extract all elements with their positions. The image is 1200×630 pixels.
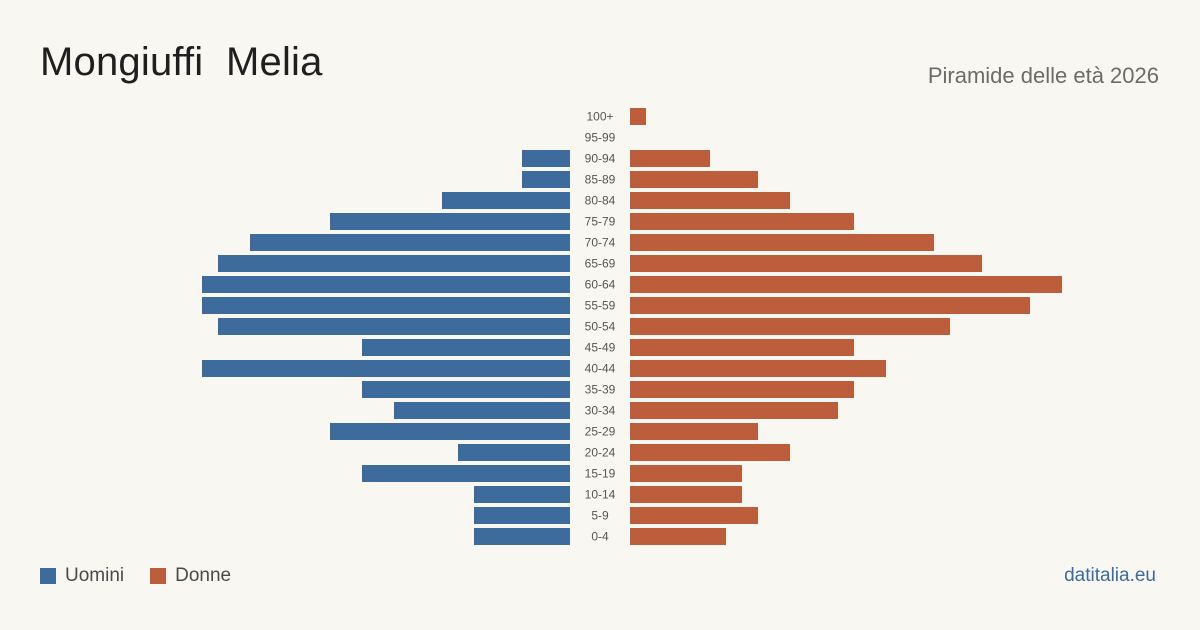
age-label-50-54: 50-54	[585, 320, 616, 334]
age-label-65-69: 65-69	[585, 257, 616, 271]
bar-women-60-64	[630, 276, 1062, 293]
age-label-15-19: 15-19	[585, 467, 616, 481]
bar-women-15-19	[630, 465, 742, 482]
age-label-25-29: 25-29	[585, 425, 616, 439]
age-label-10-14: 10-14	[585, 488, 616, 502]
age-label-5-9: 5-9	[591, 509, 609, 523]
bar-women-10-14	[630, 486, 742, 503]
legend-label-women: Donne	[175, 565, 232, 586]
age-label-75-79: 75-79	[585, 215, 616, 229]
bar-men-20-24	[458, 444, 570, 461]
bar-men-25-29	[330, 423, 570, 440]
bar-men-90-94	[522, 150, 570, 167]
bar-women-20-24	[630, 444, 790, 461]
age-label-95-99: 95-99	[585, 131, 616, 145]
bar-women-45-49	[630, 339, 854, 356]
bar-men-45-49	[362, 339, 570, 356]
bar-men-85-89	[522, 171, 570, 188]
bar-women-50-54	[630, 318, 950, 335]
bar-men-80-84	[442, 192, 570, 209]
bar-men-10-14	[474, 486, 570, 503]
age-label-85-89: 85-89	[585, 173, 616, 187]
bar-women-100plus	[630, 108, 646, 125]
bar-women-40-44	[630, 360, 886, 377]
bar-women-70-74	[630, 234, 934, 251]
age-label-20-24: 20-24	[585, 446, 616, 460]
bar-men-5-9	[474, 507, 570, 524]
bar-men-60-64	[202, 276, 570, 293]
source-link[interactable]: datitalia.eu	[1064, 565, 1156, 586]
bar-men-70-74	[250, 234, 570, 251]
bar-women-30-34	[630, 402, 838, 419]
bar-women-75-79	[630, 213, 854, 230]
bar-women-85-89	[630, 171, 758, 188]
bar-women-0-4	[630, 528, 726, 545]
bar-men-15-19	[362, 465, 570, 482]
age-label-45-49: 45-49	[585, 341, 616, 355]
bar-men-55-59	[202, 297, 570, 314]
bar-women-90-94	[630, 150, 710, 167]
age-label-90-94: 90-94	[585, 152, 616, 166]
legend-item-men: Uomini	[40, 565, 124, 587]
legend-swatch-men	[40, 568, 56, 584]
age-label-30-34: 30-34	[585, 404, 616, 418]
age-label-70-74: 70-74	[585, 236, 616, 250]
bar-women-25-29	[630, 423, 758, 440]
bar-men-40-44	[202, 360, 570, 377]
chart-title: Mongiuffi Melia	[40, 40, 323, 84]
bar-men-30-34	[394, 402, 570, 419]
legend-label-men: Uomini	[65, 565, 125, 586]
bar-women-35-39	[630, 381, 854, 398]
bar-men-50-54	[218, 318, 570, 335]
bar-men-75-79	[330, 213, 570, 230]
age-label-40-44: 40-44	[585, 362, 616, 376]
bar-men-35-39	[362, 381, 570, 398]
bar-women-80-84	[630, 192, 790, 209]
bar-men-0-4	[474, 528, 570, 545]
age-label-100plus: 100+	[586, 110, 613, 124]
legend: Uomini Donne	[40, 565, 231, 587]
bar-women-5-9	[630, 507, 758, 524]
legend-item-women: Donne	[150, 565, 231, 587]
age-label-80-84: 80-84	[585, 194, 616, 208]
bar-women-65-69	[630, 255, 982, 272]
bar-women-55-59	[630, 297, 1030, 314]
legend-swatch-women	[150, 568, 167, 584]
age-label-60-64: 60-64	[585, 278, 616, 292]
age-label-35-39: 35-39	[585, 383, 616, 397]
bar-men-65-69	[218, 255, 570, 272]
age-label-0-4: 0-4	[591, 530, 609, 544]
chart-subtitle: Piramide delle età 2026	[927, 63, 1159, 88]
age-label-55-59: 55-59	[585, 299, 616, 313]
